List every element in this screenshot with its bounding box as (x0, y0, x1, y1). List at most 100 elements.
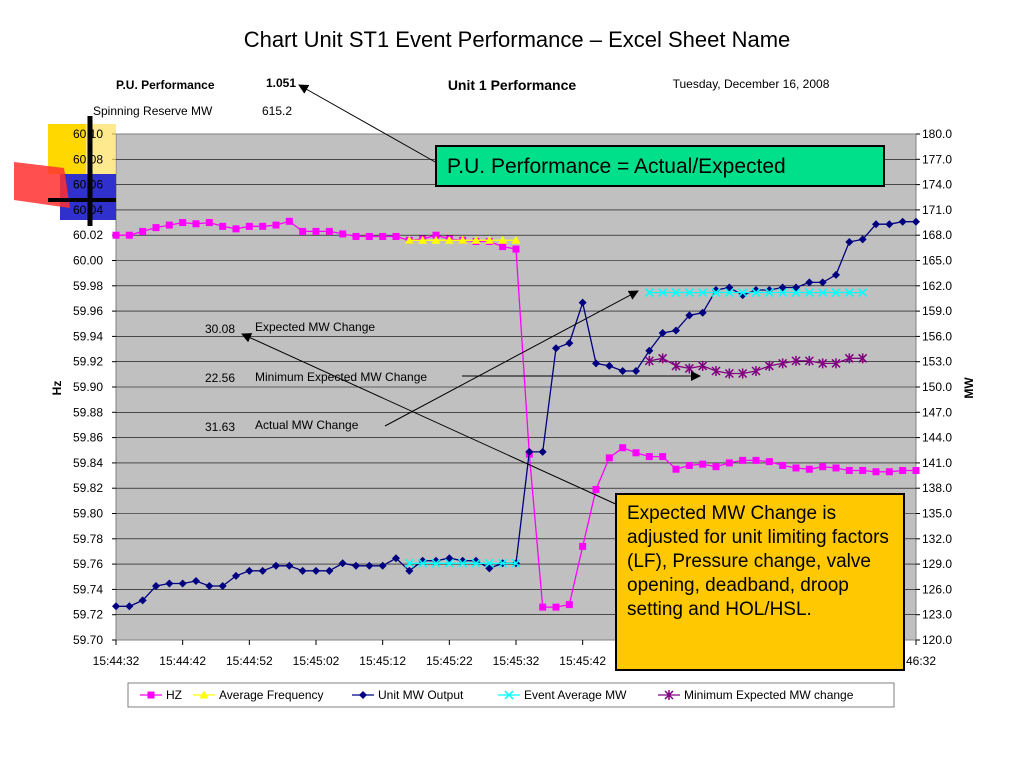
data-point (859, 466, 867, 474)
data-point (778, 358, 788, 369)
y2-tick-label: 120.0 (922, 633, 952, 647)
data-point (312, 227, 320, 235)
data-point (205, 219, 213, 227)
grid-lines (116, 159, 916, 616)
x-tick-label: 15:45:32 (493, 654, 540, 668)
minimum-expected-mw-change-value: 22.56 (205, 371, 235, 385)
data-point (298, 566, 307, 575)
data-point (619, 444, 627, 452)
data-point (885, 468, 893, 476)
series-layer (112, 217, 920, 611)
data-point (578, 298, 587, 307)
data-point (538, 447, 547, 456)
y-tick-label: 60.02 (73, 228, 103, 242)
y-tick-label: 60.04 (73, 203, 103, 217)
y2-tick-label: 156.0 (922, 329, 952, 343)
actual-mw-change-label: Actual MW Change (255, 418, 359, 432)
data-point (352, 232, 360, 240)
y2-tick-label: 171.0 (922, 203, 952, 217)
y2-tick-label: 147.0 (922, 405, 952, 419)
data-point (258, 566, 267, 575)
y-tick-label: 59.76 (73, 557, 103, 571)
data-point (285, 217, 293, 225)
y-tick-label: 59.86 (73, 431, 103, 445)
data-point (499, 243, 507, 251)
data-point (632, 449, 640, 457)
data-point (471, 558, 481, 568)
series-hz (112, 217, 920, 611)
data-point (818, 288, 828, 298)
data-point (565, 339, 574, 348)
data-point (498, 235, 508, 244)
data-point (272, 221, 280, 229)
data-point (552, 603, 560, 611)
data-point (819, 463, 827, 471)
data-point (832, 270, 840, 279)
x-tick-label: 46:32 (906, 654, 936, 668)
legend: HZ Average Frequency Unit MW Output Event A… (140, 688, 854, 702)
data-point (739, 456, 747, 464)
data-point (805, 278, 814, 287)
data-point (525, 447, 534, 456)
y2-tick-label: 132.0 (922, 532, 952, 546)
data-point (299, 227, 307, 235)
data-point (431, 558, 441, 568)
data-point (658, 353, 668, 364)
expected-mw-change-label: Expected MW Change (255, 320, 375, 334)
data-point (152, 582, 160, 591)
series-minimum-expected-mw-change (644, 353, 868, 379)
legend-item: HZ (140, 688, 182, 702)
data-point (339, 230, 347, 238)
data-point (511, 558, 521, 568)
data-point (205, 582, 214, 591)
data-point (165, 221, 173, 229)
y-tick-label: 59.84 (73, 456, 103, 470)
data-point (712, 463, 720, 471)
expected-mw-callout: Expected MW Change is adjusted for unit … (615, 493, 905, 671)
slide-title: Chart Unit ST1 Event Performance – Excel… (244, 27, 791, 52)
data-point (658, 288, 668, 298)
data-point (738, 288, 748, 298)
data-point (165, 579, 174, 588)
data-point (378, 561, 387, 570)
data-point (751, 365, 761, 376)
data-point (792, 464, 800, 472)
data-point (858, 353, 868, 364)
data-point (219, 222, 227, 230)
y-tick-label: 59.78 (73, 532, 103, 546)
data-point (471, 235, 481, 244)
data-point (232, 571, 240, 580)
data-point (805, 465, 813, 473)
y-tick-label: 59.70 (73, 633, 103, 647)
data-point (592, 485, 600, 493)
data-point (645, 346, 654, 355)
data-point (179, 219, 187, 227)
data-point (831, 288, 841, 298)
data-point (112, 231, 120, 239)
data-point (565, 601, 573, 609)
data-point (245, 566, 254, 575)
data-point (685, 461, 693, 469)
data-point (605, 361, 614, 370)
data-point (484, 558, 494, 568)
y-tick-label: 59.88 (73, 405, 103, 419)
y2-tick-label: 126.0 (922, 582, 952, 596)
data-point (579, 542, 587, 550)
data-point (192, 220, 200, 228)
data-point (484, 235, 494, 244)
data-point (779, 461, 787, 469)
data-point (764, 288, 774, 298)
pu-performance-label: P.U. Performance (116, 78, 215, 92)
pu-callout-arrow (298, 84, 438, 164)
data-point (711, 288, 721, 298)
y-tick-label: 59.94 (73, 329, 103, 343)
legend-label: HZ (166, 688, 182, 702)
x-tick-label: 15:44:52 (226, 654, 273, 668)
pu-performance-value: 1.051 (266, 76, 296, 90)
data-point (359, 691, 367, 699)
data-point (618, 366, 627, 375)
data-point (858, 288, 868, 298)
data-point (139, 227, 147, 235)
data-point (885, 220, 894, 229)
x-tick-label: 15:45:22 (426, 654, 473, 668)
